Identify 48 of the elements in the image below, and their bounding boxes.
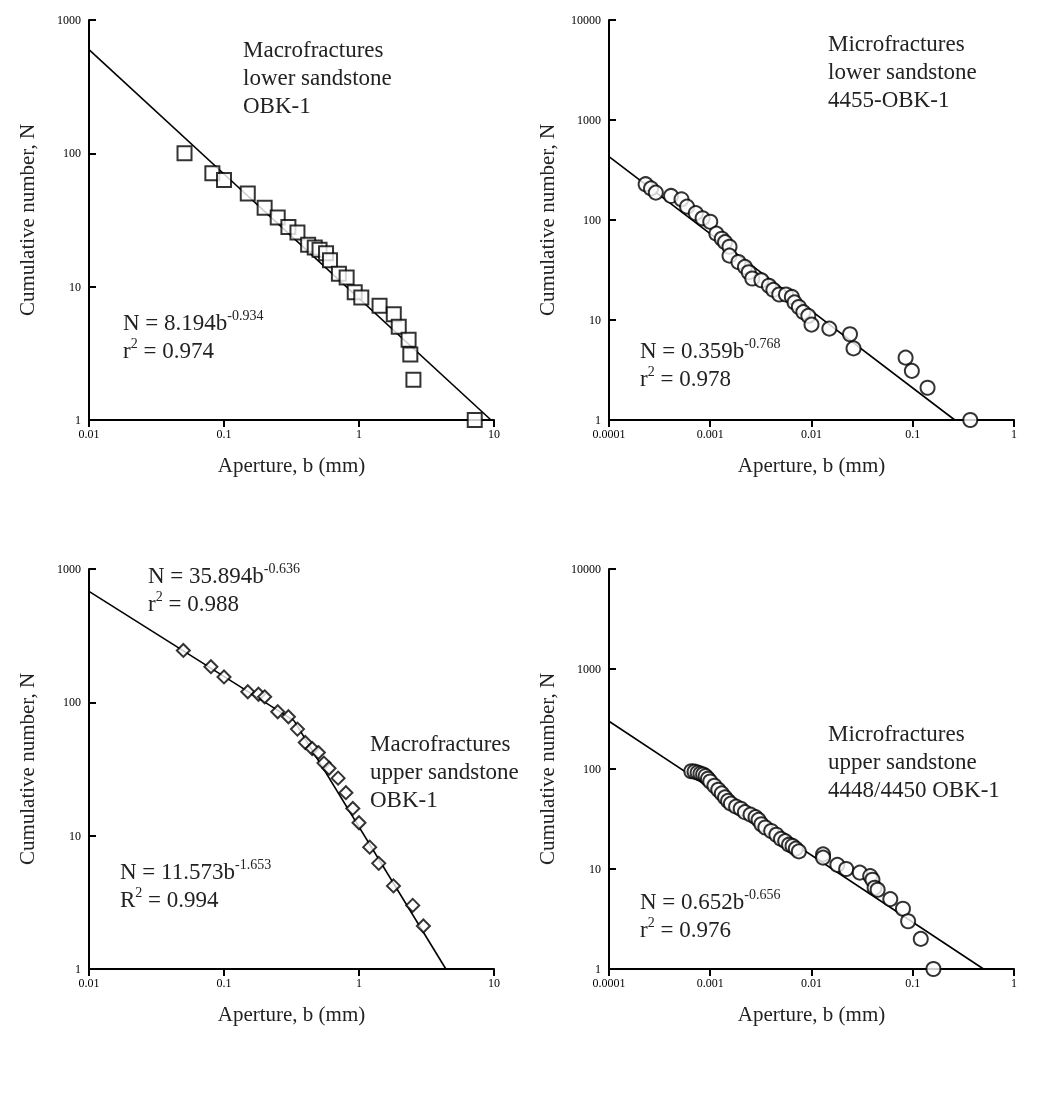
x-tick-label: 0.01 (801, 427, 822, 441)
x-tick-label: 0.1 (216, 976, 232, 990)
y-tick-label: 100 (583, 762, 601, 776)
y-axis-title: Cumulative number, N (534, 123, 559, 317)
x-tick-label: 0.1 (216, 427, 232, 441)
annotation: Microfractures lower sandstone 4455-OBK-1 (828, 31, 977, 112)
x-tick-label: 1 (1011, 427, 1017, 441)
x-axis-title: Aperture, b (mm) (217, 452, 366, 477)
y-tick-label: 100 (583, 213, 601, 227)
x-tick-label: 0.001 (696, 427, 724, 441)
x-axis-title: Aperture, b (mm) (737, 1001, 886, 1026)
annotation: Microfractures upper sandstone 4448/4450 OBK-1 (828, 721, 1000, 802)
y-tick-label: 10 (69, 828, 81, 843)
x-tick-label: 0.1 (905, 976, 921, 990)
x-tick-label: 0.001 (696, 976, 724, 990)
y-axis-title: Cumulative number, N (534, 672, 559, 866)
x-tick-label: 1 (356, 976, 362, 990)
y-tick-label: 10000 (571, 562, 601, 576)
annotation: Macrofractures upper sandstone OBK-1 (370, 731, 519, 812)
x-tick-label: 0.1 (905, 427, 921, 441)
x-axis-title: Aperture, b (mm) (217, 1001, 366, 1026)
y-tick-label: 100 (63, 146, 81, 161)
y-tick-label: 1 (75, 413, 81, 427)
x-axis-title: Aperture, b (mm) (737, 452, 886, 477)
x-tick-label: 10 (488, 976, 500, 990)
x-tick-label: 1 (356, 427, 362, 441)
y-tick-label: 100 (63, 695, 81, 710)
y-tick-label: 10000 (571, 13, 601, 27)
y-tick-label: 1000 (577, 113, 601, 127)
y-axis-title: Cumulative number, N (14, 672, 39, 866)
x-tick-label: 0.01 (78, 427, 100, 441)
y-tick-label: 1000 (57, 562, 81, 576)
y-tick-label: 1000 (577, 662, 601, 676)
x-tick-label: 10 (488, 427, 500, 441)
y-tick-label: 1 (595, 413, 601, 427)
y-tick-label: 1 (75, 962, 81, 976)
x-tick-label: 1 (1011, 976, 1017, 990)
x-tick-label: 0.01 (78, 976, 100, 990)
x-tick-label: 0.0001 (592, 427, 626, 441)
x-tick-label: 0.0001 (592, 976, 626, 990)
y-tick-label: 10 (69, 279, 81, 294)
y-tick-label: 10 (589, 862, 601, 876)
x-tick-label: 0.01 (801, 976, 822, 990)
y-tick-label: 10 (589, 313, 601, 327)
y-tick-label: 1 (595, 962, 601, 976)
annotation: Macrofractures lower sandstone OBK-1 (243, 37, 392, 118)
y-tick-label: 1000 (57, 13, 81, 27)
y-axis-title: Cumulative number, N (14, 123, 39, 317)
